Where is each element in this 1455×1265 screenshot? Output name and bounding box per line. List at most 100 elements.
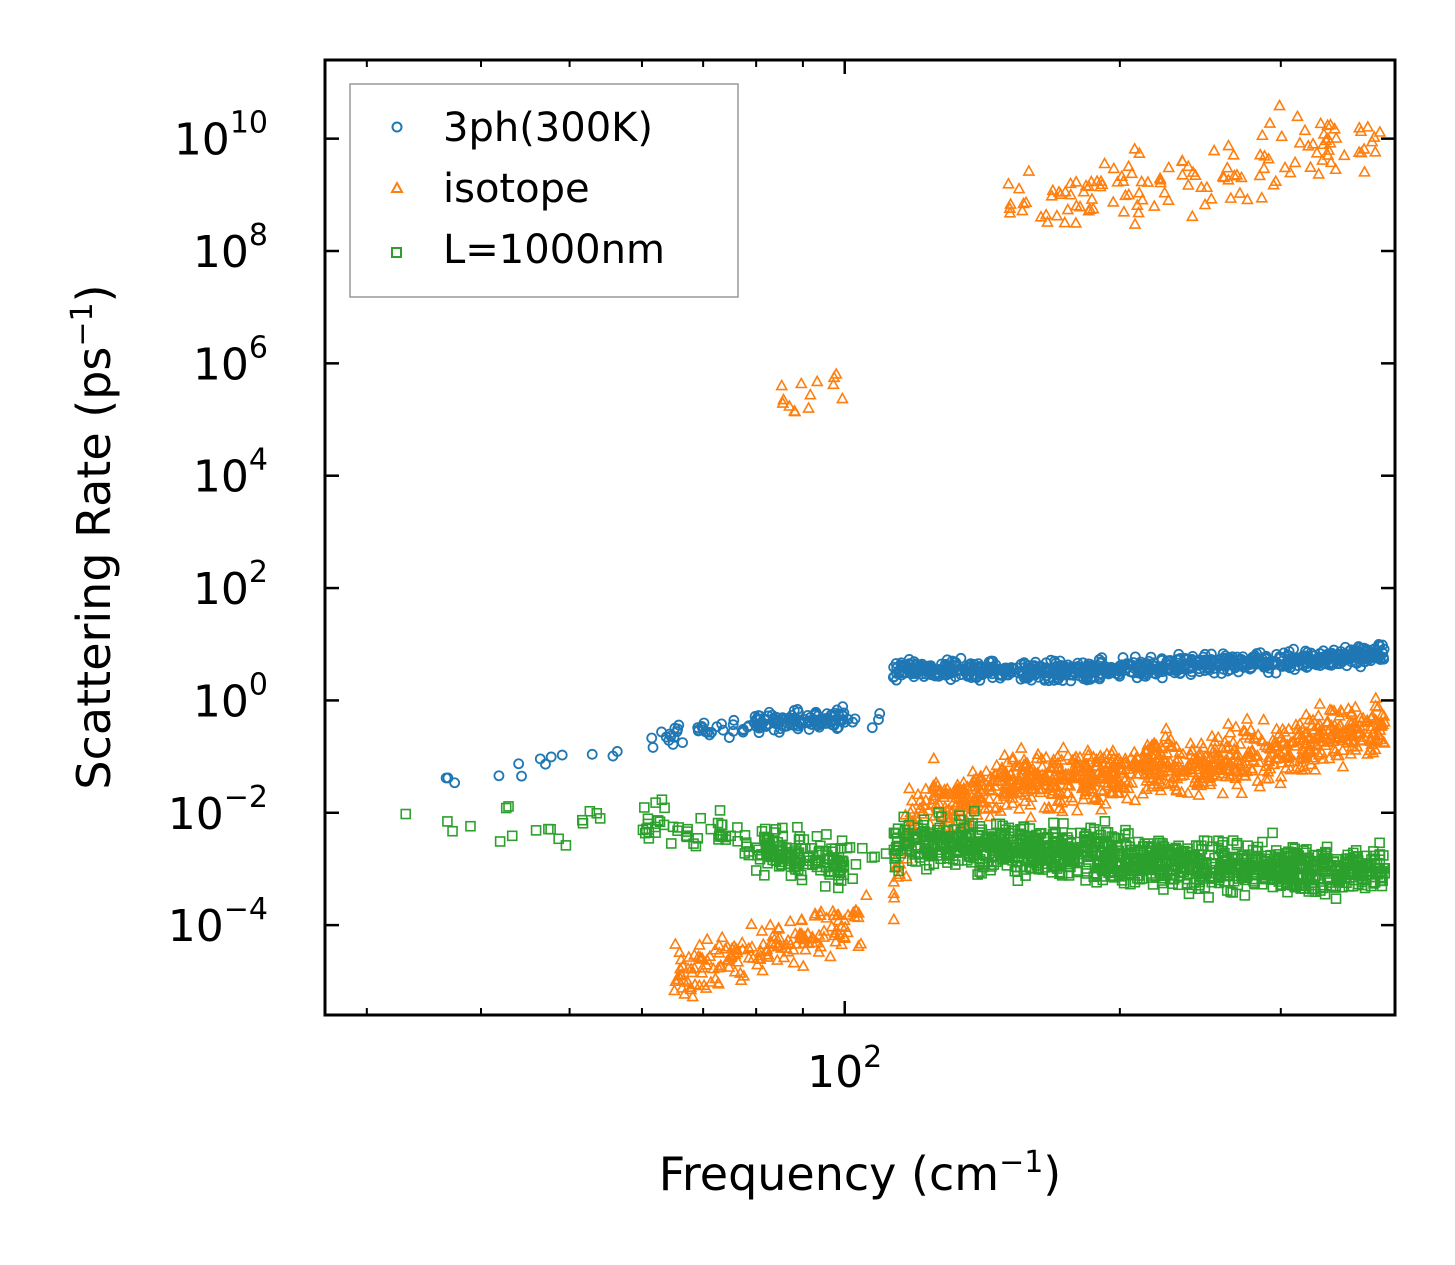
data-point-square	[963, 850, 975, 862]
data-point-triangle	[1215, 761, 1229, 773]
data-point-triangle	[926, 792, 940, 805]
data-point-triangle	[1175, 154, 1189, 166]
data-point-circle	[513, 758, 525, 770]
data-point-triangle	[1231, 747, 1245, 760]
data-point-triangle	[1107, 161, 1121, 174]
data-point-square	[713, 831, 725, 842]
data-point-triangle	[859, 888, 873, 901]
data-point-square	[543, 823, 554, 835]
data-point-square	[1247, 844, 1259, 856]
data-point-triangle	[1198, 197, 1212, 210]
data-point-triangle	[1241, 192, 1254, 205]
data-point-square	[1209, 852, 1220, 864]
data-point-square	[1157, 838, 1168, 849]
data-point-square	[1279, 866, 1290, 878]
data-point-triangle	[1121, 775, 1135, 788]
data-point-triangle	[1011, 760, 1024, 772]
data-point-triangle	[1334, 703, 1348, 716]
data-point-triangle	[1336, 759, 1350, 772]
data-point-triangle	[1130, 767, 1144, 779]
data-point-triangle	[1047, 753, 1060, 765]
data-point-square	[1272, 851, 1284, 863]
data-point-square	[968, 805, 980, 817]
data-point-triangle	[990, 774, 1004, 786]
data-point-square	[954, 810, 965, 821]
data-point-triangle	[1361, 120, 1375, 132]
data-point-square	[892, 823, 904, 834]
legend-marker-3ph-300k	[391, 121, 403, 133]
data-point-triangle	[1359, 715, 1373, 727]
data-point-square	[400, 808, 412, 820]
data-point-circle	[646, 732, 658, 744]
data-point-square	[1099, 816, 1111, 827]
data-point-triangle	[927, 788, 940, 801]
data-point-triangle	[1263, 116, 1277, 128]
data-point-triangle	[1262, 771, 1276, 784]
data-point-triangle	[1185, 209, 1199, 222]
data-point-circle	[1016, 666, 1028, 678]
data-point-triangle	[826, 904, 840, 916]
data-point-circle	[842, 713, 854, 725]
data-point-triangle	[1105, 747, 1119, 759]
data-point-circle	[1053, 669, 1064, 681]
data-point-triangle	[990, 758, 1004, 771]
data-point-square	[1123, 828, 1134, 839]
data-point-triangle	[1229, 720, 1243, 732]
data-point-triangle	[1176, 168, 1189, 180]
data-point-triangle	[1262, 152, 1275, 164]
data-point-triangle	[1141, 175, 1155, 187]
data-point-triangle	[1012, 785, 1026, 798]
data-point-triangle	[1308, 763, 1322, 775]
data-point-circle	[1185, 669, 1197, 680]
data-point-triangle	[850, 904, 863, 916]
data-point-square	[1375, 875, 1386, 887]
data-point-triangle	[835, 919, 849, 931]
data-point-circle	[1181, 654, 1193, 666]
data-point-square	[811, 830, 823, 842]
data-point-triangle	[1293, 136, 1307, 148]
data-point-triangle	[1288, 155, 1302, 168]
data-point-square	[1083, 856, 1094, 868]
data-point-triangle	[1183, 762, 1197, 774]
data-point-square	[1260, 853, 1271, 865]
data-point-triangle	[1092, 793, 1106, 806]
data-point-triangle	[1240, 712, 1254, 724]
data-point-square	[750, 865, 762, 876]
data-point-square	[1227, 887, 1239, 898]
data-point-triangle	[854, 937, 868, 949]
data-point-square	[1049, 853, 1061, 864]
data-point-triangle	[712, 946, 726, 958]
data-point-triangle	[1349, 743, 1362, 755]
data-point-square	[1308, 849, 1320, 861]
data-point-circle	[1302, 646, 1313, 658]
data-point-triangle	[696, 961, 709, 973]
data-point-triangle	[1301, 745, 1314, 757]
data-point-triangle	[1076, 771, 1090, 783]
data-point-square	[1158, 884, 1169, 895]
data-point-circle	[803, 716, 814, 728]
data-point-triangle	[1096, 784, 1110, 797]
data-point-circle	[763, 706, 775, 718]
data-point-triangle	[1305, 718, 1319, 730]
data-point-circle	[540, 758, 551, 770]
data-point-triangle	[1271, 739, 1285, 751]
data-point-triangle	[1366, 745, 1380, 758]
data-point-square	[732, 822, 743, 833]
data-point-circle	[784, 712, 796, 724]
data-point-triangle	[1124, 767, 1138, 779]
data-point-triangle	[1303, 729, 1317, 742]
data-point-triangle	[1177, 763, 1190, 776]
data-point-triangle	[852, 906, 866, 918]
data-point-circle	[944, 668, 956, 680]
data-point-square	[1062, 850, 1073, 862]
data-point-triangle	[722, 960, 736, 972]
data-point-triangle	[737, 969, 751, 981]
data-point-circle	[586, 748, 598, 760]
data-point-square	[1143, 841, 1155, 852]
y-tick-label: 108	[193, 218, 268, 278]
data-point-triangle	[1204, 742, 1218, 754]
data-point-triangle	[995, 761, 1009, 773]
plot-frame	[323, 58, 1397, 1017]
data-point-triangle	[1055, 753, 1068, 765]
